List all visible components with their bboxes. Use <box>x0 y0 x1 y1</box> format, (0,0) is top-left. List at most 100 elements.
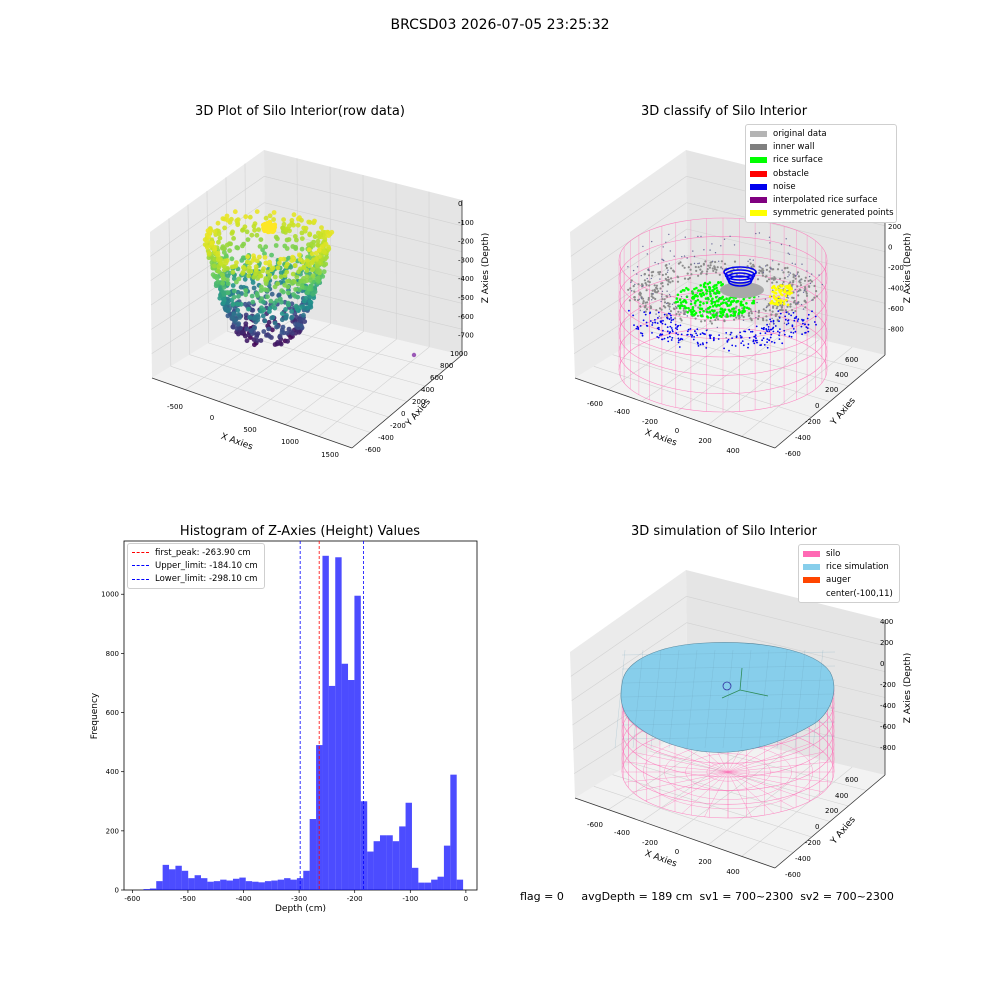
noise-point <box>778 316 781 319</box>
scatter-point <box>216 264 222 270</box>
scatter-point <box>289 309 295 314</box>
original-data-point <box>692 291 694 293</box>
original-data-point <box>811 299 813 301</box>
inner-wall-point <box>749 262 752 265</box>
noise-point <box>794 330 797 333</box>
inner-wall-point <box>735 316 738 319</box>
scatter-point <box>313 250 319 256</box>
inner-wall-point <box>639 294 642 297</box>
inner-wall-point <box>705 270 709 273</box>
scatter-point <box>244 326 250 332</box>
inner-wall-point <box>647 280 650 283</box>
inner-wall-point <box>636 299 640 302</box>
symmetric-point <box>786 303 790 307</box>
noise-point <box>636 325 639 328</box>
original-data-point <box>797 302 800 304</box>
inner-wall-point <box>774 314 777 318</box>
rice-surface-point <box>737 308 741 312</box>
z-tick-label: -200 <box>880 681 896 689</box>
noise-point <box>725 332 728 334</box>
noise-point <box>788 313 790 315</box>
rice-surface-point <box>709 294 712 298</box>
rice-surface-point <box>716 300 720 303</box>
scatter-point <box>315 275 321 281</box>
inner-wall-point <box>639 292 642 295</box>
scatter-point <box>242 301 248 307</box>
rice-surface-point <box>689 302 693 306</box>
rice-surface-point <box>752 301 756 305</box>
noise-point <box>740 336 742 339</box>
legend-label: noise <box>773 181 796 192</box>
rice-surface-point <box>733 312 737 315</box>
inner-wall-point <box>677 262 681 265</box>
inner-wall-point <box>666 283 670 286</box>
scatter-point <box>261 329 267 334</box>
rice-surface-point <box>699 314 703 317</box>
silo-floor-spoke <box>727 771 832 783</box>
symmetric-point <box>769 295 772 298</box>
scatter-point <box>243 321 249 326</box>
inner-wall-point <box>780 306 783 309</box>
y-tick-label: -200 <box>805 839 821 847</box>
scatter-point <box>254 291 260 296</box>
rice-surface-point <box>710 302 713 305</box>
legend-entry: rice simulation <box>803 560 893 573</box>
rice-surface-point <box>704 285 707 289</box>
noise-point <box>807 313 810 316</box>
rice-mesh-line <box>621 707 836 712</box>
scatter-point <box>218 257 224 262</box>
noise-point <box>670 314 672 317</box>
noise-point <box>795 317 797 319</box>
noise-point <box>731 337 733 339</box>
inner-wall-point <box>720 260 724 263</box>
z-axis-label: Z Axies (Depth) <box>903 653 913 724</box>
original-data-point <box>762 271 765 274</box>
silo-floor-spoke <box>727 761 832 773</box>
scatter-point <box>258 237 264 243</box>
noise-point <box>697 345 700 347</box>
noise-point <box>687 328 690 331</box>
scatter-point <box>265 294 270 300</box>
z-axis-label: Z Axies (Depth) <box>481 233 491 304</box>
legend-swatch <box>132 565 149 567</box>
original-data-point <box>668 294 671 296</box>
scatter-point <box>255 331 261 336</box>
noise-point <box>679 338 682 341</box>
scatter-point <box>239 329 245 335</box>
original-data-point <box>747 260 749 262</box>
silo-floor-spoke <box>727 743 811 773</box>
rice-mesh-line <box>621 721 836 726</box>
legend-entry: first_peak: -263.90 cm <box>132 546 258 559</box>
inner-wall-point <box>777 263 780 266</box>
inner-wall-point <box>697 306 700 309</box>
y-axis-line <box>774 774 886 869</box>
inner-wall-point <box>653 288 656 291</box>
symmetric-point <box>774 302 777 306</box>
rice-surface-point <box>703 281 707 285</box>
silo-floor-spoke <box>661 771 729 809</box>
histogram-bar <box>360 801 368 890</box>
scatter-point <box>247 214 253 220</box>
original-data-point <box>758 232 761 234</box>
original-data-point <box>651 299 653 301</box>
rice-surface-point <box>694 311 698 315</box>
inner-wall-point <box>672 307 676 310</box>
inner-wall-point <box>805 292 808 295</box>
inner-wall-point <box>671 280 674 283</box>
original-data-point <box>800 303 803 306</box>
histogram-bar <box>392 841 400 890</box>
y-tick-label: 800 <box>106 650 119 658</box>
z-tick-label: -200 <box>458 238 474 246</box>
noise-point <box>790 335 793 338</box>
original-data-point <box>770 295 773 298</box>
scatter-point <box>225 266 231 271</box>
legend-entry: auger <box>803 574 893 587</box>
inner-wall-point <box>796 271 800 274</box>
noise-point <box>668 318 671 320</box>
inner-wall-point <box>738 317 741 320</box>
inner-wall-point <box>694 304 697 307</box>
histogram-bar <box>348 680 355 890</box>
noise-point <box>729 333 732 336</box>
rice-surface-point <box>675 297 679 300</box>
inner-wall-point <box>750 310 753 313</box>
